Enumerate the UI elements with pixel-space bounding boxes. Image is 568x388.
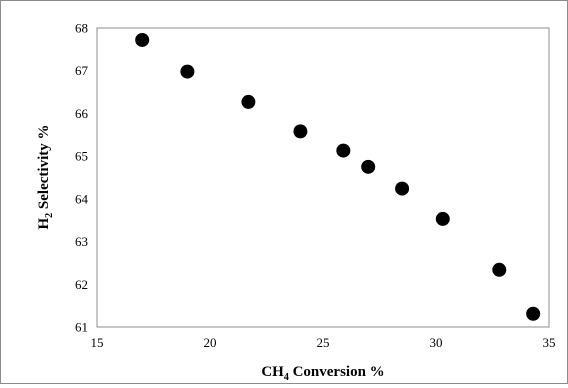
data-point: [435, 211, 450, 226]
y-tick-label: 63: [75, 234, 88, 249]
x-tick-label: 25: [317, 335, 330, 350]
y-tick-label: 67: [75, 63, 89, 78]
data-points: [135, 32, 541, 321]
x-axis-title-subscript: 4: [284, 372, 289, 383]
x-tick-label: 30: [430, 335, 443, 350]
data-point: [361, 159, 376, 174]
data-point: [293, 124, 308, 139]
y-tick-label: 66: [75, 106, 89, 121]
y-tick-label: 64: [75, 191, 89, 206]
x-tick-labels: 15 20 25 30 35: [91, 335, 556, 350]
data-point: [395, 181, 410, 196]
data-point: [526, 306, 541, 321]
data-point: [135, 32, 150, 47]
y-tick-label: 68: [75, 21, 88, 36]
data-point: [492, 262, 507, 277]
y-axis-title-suffix: Selectivity %: [36, 125, 52, 213]
data-point: [336, 143, 351, 158]
y-tick-label: 62: [75, 277, 88, 292]
x-tick-label: 15: [91, 335, 104, 350]
y-axis-title: H2 Selectivity %: [36, 125, 55, 230]
plot-area: [96, 27, 550, 328]
data-point: [241, 94, 256, 109]
x-axis-title-suffix: Conversion %: [289, 364, 385, 380]
y-tick-label: 65: [75, 149, 88, 164]
y-tick-labels: 61 62 63 64 65 66 67 68: [75, 21, 89, 335]
x-axis-title-prefix: CH: [261, 364, 284, 380]
data-point: [180, 64, 195, 79]
y-axis-title-prefix: H: [36, 217, 52, 229]
x-axis-title: CH4 Conversion %: [261, 364, 384, 383]
x-tick-label: 20: [204, 335, 217, 350]
x-tick-label: 35: [543, 335, 556, 350]
y-axis-title-subscript: 2: [44, 213, 55, 218]
y-tick-label: 61: [75, 320, 88, 335]
